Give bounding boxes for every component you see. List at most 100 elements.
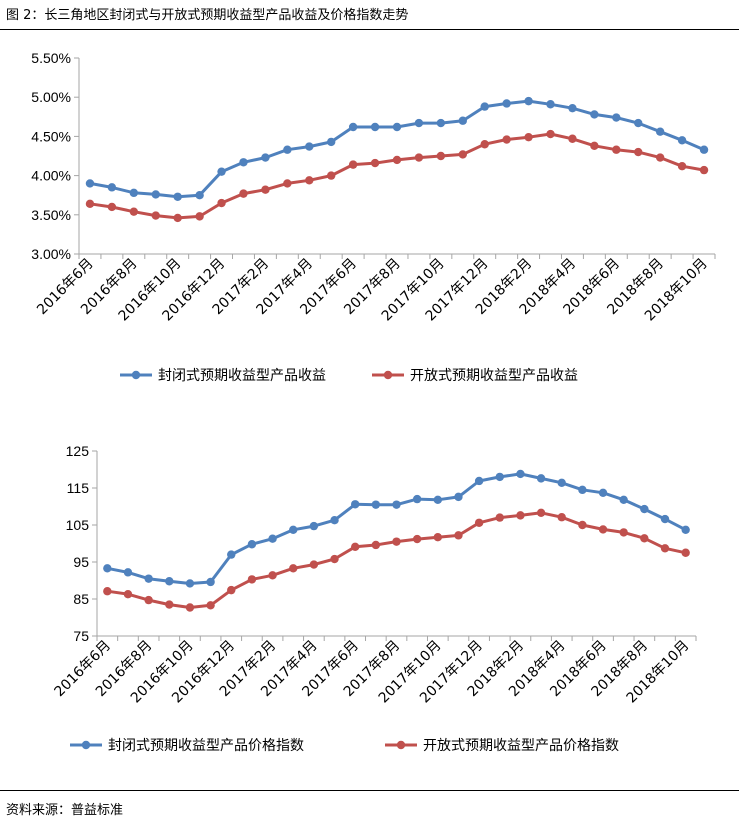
- data-point: [165, 577, 174, 586]
- data-point: [144, 574, 153, 583]
- legend-marker: [81, 740, 91, 750]
- data-point: [350, 542, 360, 552]
- y-tick-label: 115: [67, 480, 90, 496]
- data-point: [350, 500, 360, 509]
- data-point: [681, 525, 690, 535]
- data-point: [151, 190, 160, 199]
- data-point: [268, 571, 277, 580]
- data-point: [309, 521, 319, 531]
- data-point: [598, 488, 608, 498]
- data-point: [289, 564, 298, 573]
- data-point: [612, 145, 621, 154]
- data-point: [546, 100, 555, 109]
- data-point: [412, 494, 422, 504]
- data-point: [699, 165, 709, 175]
- legend-label: 开放式预期收益型产品收益: [410, 368, 578, 384]
- data-point: [348, 160, 358, 169]
- data-point: [305, 176, 314, 185]
- data-point: [173, 213, 182, 223]
- data-point: [217, 167, 226, 176]
- data-point: [412, 534, 422, 544]
- data-point: [370, 158, 380, 168]
- y-tick-label: 3.50%: [31, 207, 71, 223]
- data-point: [195, 212, 204, 221]
- data-point: [546, 129, 555, 139]
- data-point: [634, 118, 643, 128]
- y-tick-label: 5.50%: [31, 50, 71, 66]
- y-tick-label: 95: [73, 554, 89, 570]
- data-point: [502, 135, 511, 144]
- data-point: [619, 528, 628, 537]
- data-point: [371, 540, 381, 550]
- data-point: [247, 575, 257, 584]
- data-point: [227, 585, 236, 595]
- legend-label: 封闭式预期收益型产品价格指数: [108, 738, 304, 754]
- data-point: [474, 476, 484, 486]
- data-point: [129, 207, 139, 216]
- data-point: [227, 550, 236, 559]
- data-point: [598, 525, 608, 534]
- data-point: [195, 191, 204, 200]
- data-point: [392, 500, 401, 509]
- data-point: [568, 134, 577, 143]
- data-point: [454, 531, 463, 540]
- legend-label: 开放式预期收益型产品价格指数: [423, 738, 619, 754]
- data-point: [612, 113, 621, 122]
- data-point: [370, 122, 380, 132]
- data-point: [458, 116, 467, 125]
- top-rule: [0, 29, 739, 30]
- data-point: [327, 171, 336, 180]
- data-point: [239, 158, 248, 167]
- data-point: [123, 589, 133, 599]
- data-point: [85, 199, 95, 209]
- data-point: [454, 492, 463, 502]
- data-point: [129, 188, 139, 198]
- data-point: [103, 564, 112, 573]
- y-tick-label: 4.00%: [31, 168, 71, 184]
- data-point: [289, 525, 298, 535]
- y-tick-label: 5.00%: [31, 89, 71, 105]
- bottom-rule: [0, 790, 739, 791]
- data-point: [283, 179, 292, 188]
- y-tick-label: 125: [66, 443, 90, 459]
- data-point: [165, 600, 174, 609]
- data-point: [173, 192, 182, 201]
- data-point: [414, 153, 424, 162]
- data-point: [524, 132, 533, 142]
- data-point: [660, 544, 670, 553]
- source-note: 资料来源：普益标准: [6, 803, 124, 818]
- data-point: [217, 198, 226, 208]
- data-point: [502, 99, 511, 108]
- data-point: [536, 508, 546, 517]
- data-point: [107, 202, 117, 212]
- data-point: [283, 145, 292, 154]
- data-point: [185, 579, 195, 588]
- data-point: [578, 485, 587, 495]
- data-point: [660, 514, 670, 524]
- data-point: [568, 103, 577, 113]
- data-point: [348, 122, 358, 132]
- legend-marker: [131, 370, 141, 380]
- data-point: [206, 601, 215, 610]
- data-point: [414, 118, 424, 128]
- data-point: [309, 560, 319, 569]
- series-line-2: [89, 132, 705, 220]
- data-point: [474, 518, 484, 527]
- data-point: [480, 102, 489, 111]
- data-point: [239, 189, 248, 198]
- data-point: [557, 478, 566, 488]
- data-point: [433, 533, 443, 542]
- data-point: [699, 145, 709, 154]
- figure-title: 图 2：长三角地区封闭式与开放式预期收益型产品收益及价格指数走势: [6, 8, 409, 23]
- data-point: [578, 520, 587, 530]
- y-tick-label: 85: [73, 591, 89, 607]
- data-point: [681, 548, 690, 557]
- data-point: [495, 513, 504, 522]
- data-point: [436, 118, 446, 128]
- data-point: [123, 568, 133, 577]
- data-point: [516, 511, 525, 520]
- y-tick-label: 75: [73, 628, 89, 644]
- legend-label: 封闭式预期收益型产品收益: [158, 368, 326, 384]
- data-point: [103, 587, 112, 596]
- data-point: [640, 534, 649, 543]
